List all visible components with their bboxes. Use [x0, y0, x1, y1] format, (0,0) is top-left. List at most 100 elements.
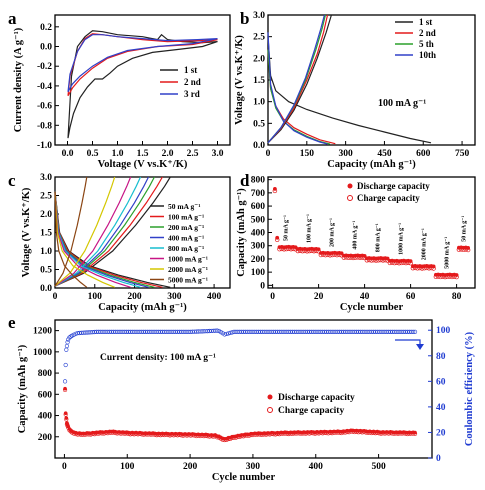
gcd-curve: [267, 14, 326, 144]
x-tick-label: 0.0: [62, 149, 74, 159]
y2-tick-label: 20: [436, 428, 446, 438]
x-tick-label: 3.0: [212, 149, 224, 159]
cv-curve: [67, 33, 218, 97]
panel-e: e0 100 200 300 400 50020040060080010001200Cyc…: [8, 313, 475, 483]
y-tick-label: 1000: [33, 348, 52, 358]
legend-marker: [347, 183, 353, 189]
rate-label: 50 mA g⁻¹: [462, 216, 468, 242]
rate-label: 5000 mA g⁻¹: [444, 237, 450, 269]
charge-point: [334, 252, 340, 258]
efficiency-point: [222, 332, 227, 337]
y-tick-label: 200: [38, 433, 53, 443]
legend-label: 800 mA g⁻¹: [168, 244, 204, 253]
gcd-curve: [267, 49, 336, 145]
legend-label: 1000 mA g⁻¹: [168, 255, 208, 264]
rate-charge-curve: [54, 176, 88, 287]
legend-label: 100 mA g⁻¹: [168, 213, 204, 222]
charge-point: [357, 255, 363, 260]
y-tick-label: 0.0: [253, 141, 265, 151]
legend-label: Charge capacity: [357, 193, 420, 203]
legend-label: 200 mA g⁻¹: [168, 223, 204, 232]
legend-label: 3 rd: [184, 89, 200, 99]
efficiency-point: [65, 340, 70, 345]
charge-point: [392, 260, 397, 266]
x-tick-label: 600: [416, 149, 431, 159]
x-axis-label: Cycle number: [212, 472, 276, 483]
legend-marker: [347, 195, 353, 201]
rate-label: 1000 mA g⁻¹: [398, 223, 404, 255]
charge-point: [341, 255, 347, 260]
charge-point: [433, 274, 439, 280]
x-tick-label: 100: [120, 462, 135, 472]
x-tick-label: 750: [455, 149, 470, 159]
charge-point: [465, 247, 471, 253]
charge-point: [369, 258, 374, 263]
x-axis-label: Capacity (mAh g⁻¹): [327, 159, 416, 170]
rate-discharge-curve: [54, 191, 131, 288]
charge-point: [295, 248, 301, 254]
efficiency-point: [411, 329, 416, 334]
charge-point: [62, 387, 68, 393]
y-tick-label: 1.5: [40, 229, 52, 239]
charge-point: [422, 265, 427, 271]
legend-marker: [267, 394, 273, 400]
y-tick-label: 700: [251, 189, 266, 199]
rate-discharge-curve: [54, 191, 149, 288]
panel-letter: b: [240, 9, 249, 28]
rate-discharge-curve: [54, 191, 88, 288]
charge-point: [281, 247, 287, 252]
legend-label: 1 st: [184, 65, 197, 75]
efficiency-point: [68, 334, 73, 339]
charge-point: [461, 247, 466, 253]
y2-tick-label: 100: [436, 326, 451, 336]
y-axis-label: Current density (A g⁻¹): [13, 27, 24, 132]
charge-point: [346, 255, 351, 260]
y-tick-label: -0.4: [37, 82, 52, 92]
y-tick-label: 2.0: [253, 54, 265, 64]
panel-letter: c: [8, 171, 16, 190]
gcd-curve: [267, 14, 325, 144]
y-tick-label: 2.5: [253, 33, 265, 43]
x-tick-label: 150: [300, 149, 315, 159]
x-tick-label: 0.5: [87, 149, 99, 159]
efficiency-point: [73, 331, 78, 336]
y-tick-label: 0: [260, 281, 265, 291]
efficiency-point: [62, 379, 68, 384]
charge-point: [412, 431, 418, 436]
x-tick-label: 2.0: [162, 149, 174, 159]
efficiency-point: [224, 331, 229, 337]
rate-label: 100 mA g⁻¹: [306, 214, 312, 243]
x-axis-label: Cycle number: [340, 302, 404, 313]
charge-point: [304, 249, 310, 254]
x-tick-label: 0: [62, 462, 67, 472]
x-tick-label: 1.0: [112, 149, 124, 159]
plot-frame: [54, 14, 231, 146]
charge-point: [373, 258, 379, 263]
x-tick-label: 100: [88, 292, 103, 302]
y-tick-label: 1.0: [40, 247, 52, 257]
charge-point: [311, 248, 317, 254]
legend-label: 2000 mA g⁻¹: [168, 265, 208, 274]
charge-point: [387, 260, 393, 266]
rate-discharge-curve: [54, 191, 115, 288]
y2-tick-label: 60: [436, 377, 446, 387]
efficiency-point: [215, 328, 220, 333]
legend-label: Discharge capacity: [278, 393, 355, 403]
rate-label: 50 mA g⁻¹: [283, 215, 289, 241]
legend-label: 2 nd: [419, 28, 436, 38]
y2-tick-label: 0: [436, 454, 441, 464]
legend-marker: [267, 407, 273, 413]
charge-point: [396, 260, 402, 266]
charge-point: [323, 252, 328, 258]
y-axis-label: Capacity (mAh g⁻¹): [236, 188, 247, 277]
legend-label: 2 nd: [184, 77, 201, 87]
x-tick-label: 60: [406, 292, 416, 302]
efficiency-point: [64, 347, 69, 352]
y-tick-label: 0.5: [253, 119, 265, 129]
x-tick-label: 450: [377, 149, 392, 159]
x-tick-label: 400: [309, 462, 324, 472]
charge-point: [327, 252, 333, 258]
y2-axis-label: Coulombic efficiency (%): [464, 331, 475, 446]
charge-point: [330, 252, 335, 258]
